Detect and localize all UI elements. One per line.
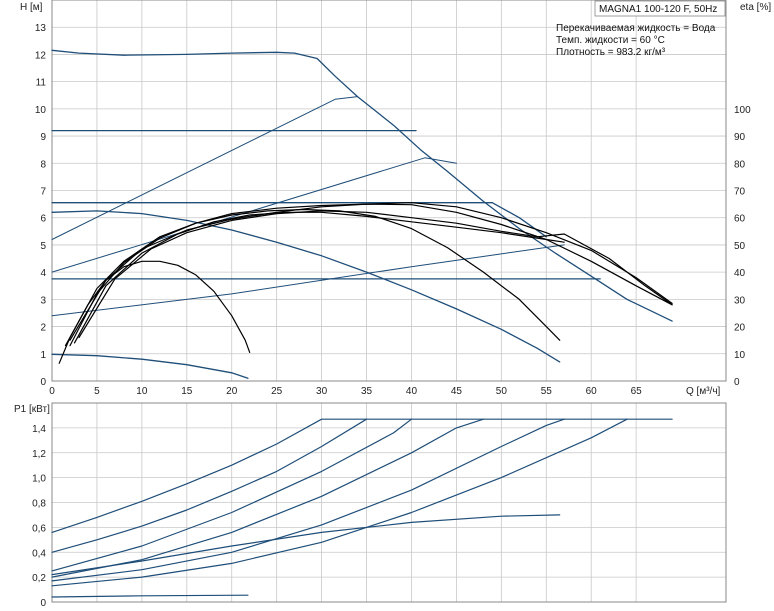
- power-curve: [51, 418, 565, 582]
- power-tick-label: 1,2: [32, 449, 46, 460]
- power-curve: [51, 514, 561, 576]
- y-tick-label: 11: [36, 78, 47, 89]
- x-tick-label: 10: [136, 386, 148, 397]
- x-tick-label: 35: [361, 386, 373, 397]
- x-tick-label: 50: [496, 386, 508, 397]
- y2-tick-label: 10: [734, 350, 746, 361]
- x-tick-label: 65: [631, 386, 643, 397]
- power-tick-label: 0,4: [32, 548, 46, 559]
- y2-tick-label: 100: [734, 105, 751, 116]
- efficiency-curve: [51, 96, 358, 240]
- y-tick-label: 8: [40, 159, 46, 170]
- power-curve: [51, 418, 413, 572]
- x-tick-label: 45: [451, 386, 463, 397]
- x-tick-label: 55: [541, 386, 553, 397]
- x-tick-label: 30: [316, 386, 328, 397]
- power-chart-frame: [51, 402, 727, 603]
- x-tick-label: 25: [271, 386, 283, 397]
- head-chart-curves: [51, 49, 673, 379]
- head-curve: [51, 49, 673, 322]
- y-tick-label: 3: [40, 295, 46, 306]
- head-curve: [51, 210, 561, 363]
- eta-axis-label: eta [%]: [740, 2, 771, 13]
- head-axis-label: H [м]: [20, 2, 43, 13]
- power-tick-label: 1,0: [32, 474, 46, 485]
- y-tick-label: 4: [40, 268, 46, 279]
- x-tick-label: 15: [181, 386, 193, 397]
- title-box: [594, 0, 726, 17]
- y2-tick-label: 90: [734, 132, 746, 143]
- power-tick-label: 0,6: [32, 523, 46, 534]
- y-tick-label: 7: [40, 187, 46, 198]
- y-tick-label: 1: [40, 350, 46, 361]
- power-axis-label: P1 [кВт]: [14, 404, 50, 415]
- info-line-density: Плотность = 983.2 кг/м³: [556, 47, 666, 58]
- operating-curve: [69, 203, 673, 347]
- power-tick-label: 0,8: [32, 499, 46, 510]
- y2-tick-label: 20: [734, 323, 746, 334]
- y-tick-label: 6: [40, 214, 46, 225]
- y2-tick-label: 0: [734, 377, 740, 388]
- axis-ticks: 0 5 10 15 20 25 30 35 40 45 50 55 60 6501234567891011…: [32, 23, 751, 609]
- head-curve: [51, 202, 547, 238]
- power-curve: [51, 418, 673, 533]
- head-chart-frame: [51, 0, 727, 382]
- y-tick-label: 2: [40, 323, 46, 334]
- y-tick-label: 9: [40, 132, 46, 143]
- operating-curve: [78, 210, 673, 339]
- operating-curve: [64, 208, 561, 347]
- power-tick-label: 0,2: [32, 573, 46, 584]
- power-chart-curves: [51, 418, 673, 598]
- power-tick-label: 0: [40, 598, 46, 609]
- y2-tick-label: 60: [734, 214, 746, 225]
- info-line-temperature: Темп. жидкости = 60 °C: [556, 35, 665, 46]
- chart-title: MAGNA1 100-120 F, 50Hz: [599, 4, 717, 15]
- x-tick-label: 5: [94, 386, 100, 397]
- power-tick-label: 1,4: [32, 424, 46, 435]
- info-line-fluid: Перекачиваемая жидкость = Вода: [556, 23, 716, 34]
- head-axis-label-text: H [м]: [20, 2, 43, 13]
- head-curve: [51, 353, 249, 379]
- y-tick-label: 0: [40, 377, 46, 388]
- power-curve: [51, 418, 368, 553]
- power-curve: [51, 418, 484, 578]
- efficiency-curve: [51, 244, 565, 317]
- operating-curve: [69, 202, 673, 341]
- x-tick-label: 40: [406, 386, 418, 397]
- y-tick-label: 10: [35, 105, 47, 116]
- y2-tick-label: 80: [734, 159, 746, 170]
- power-chart-grid: [52, 403, 726, 602]
- y-tick-label: 12: [35, 50, 47, 61]
- y2-tick-label: 40: [734, 268, 746, 279]
- y2-tick-label: 30: [734, 295, 746, 306]
- y-tick-label: 5: [40, 241, 46, 252]
- power-curve: [51, 594, 249, 598]
- y2-tick-label: 70: [734, 187, 746, 198]
- y2-tick-label: 50: [734, 241, 746, 252]
- x-tick-label: 20: [226, 386, 238, 397]
- x-tick-label: 0: [49, 386, 55, 397]
- flow-axis-label: Q [м³/ч]: [686, 386, 721, 397]
- x-tick-label: 60: [586, 386, 598, 397]
- eta-axis-label-text: eta [%]: [740, 2, 771, 13]
- y-tick-label: 13: [35, 23, 47, 34]
